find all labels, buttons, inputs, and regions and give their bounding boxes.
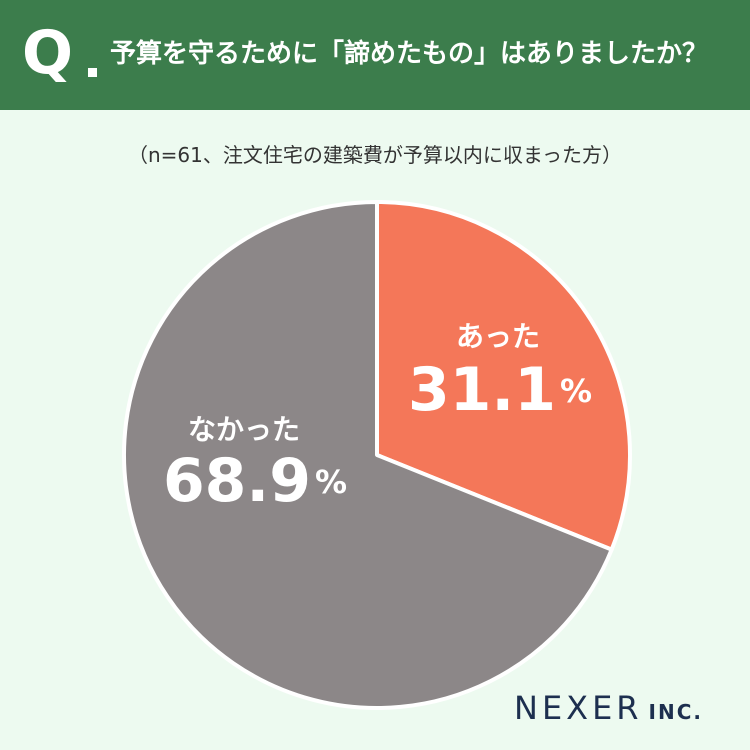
slice-label-1: あった xyxy=(456,320,540,353)
q-label: Q xyxy=(22,18,74,88)
chart-subtitle: （n=61、注文住宅の建築費が予算以内に収まった方） xyxy=(127,143,623,167)
slice-value-2: 68.9% xyxy=(163,446,347,516)
slice-label-2: なかった xyxy=(188,413,300,446)
pie-slice-2 xyxy=(122,200,614,710)
pie-slice-1 xyxy=(375,200,632,552)
brand-logo: NEXER INC. xyxy=(514,688,703,734)
question-header: Q 予算を守るために「諦めたもの」はありましたか？ xyxy=(0,0,750,110)
question-text: 予算を守るために「諦めたもの」はありましたか？ xyxy=(110,39,709,69)
brand-name: NEXER xyxy=(514,689,643,727)
brand-suffix: INC. xyxy=(648,700,703,724)
slice-value-1: 31.1% xyxy=(408,355,592,425)
q-dot xyxy=(88,68,97,77)
